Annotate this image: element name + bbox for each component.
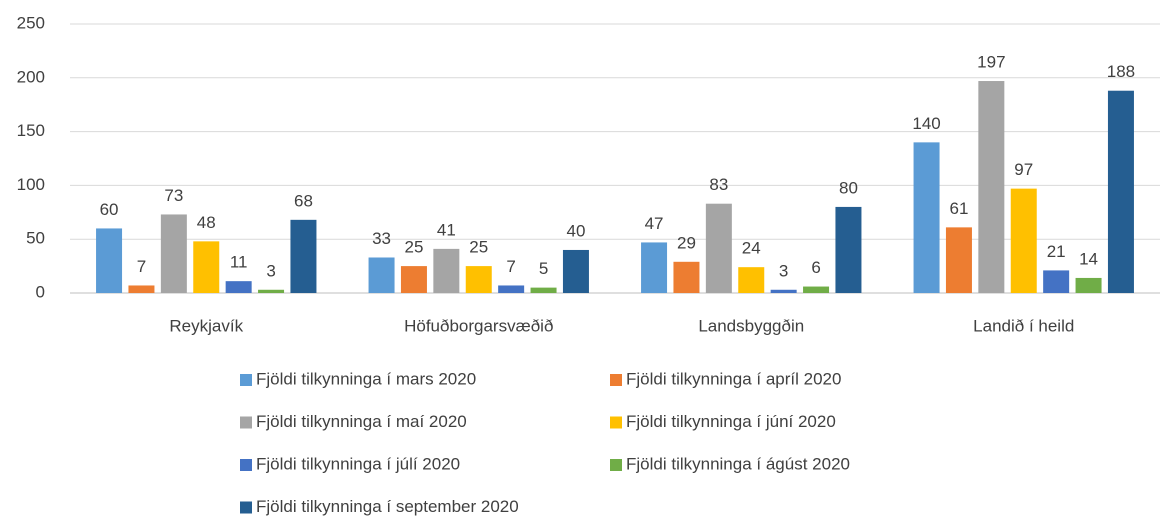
value-label: 197 xyxy=(977,53,1005,72)
legend-swatch xyxy=(240,501,252,514)
y-tick-label: 50 xyxy=(26,229,45,248)
legend-label: Fjöldi tilkynninga í mars 2020 xyxy=(256,369,476,388)
x-tick-label: Landsbyggðin xyxy=(698,316,804,335)
value-label: 3 xyxy=(779,261,788,280)
bar xyxy=(738,267,765,293)
legend-swatch xyxy=(610,416,622,429)
bar xyxy=(1043,270,1070,293)
value-label: 140 xyxy=(912,114,940,133)
bar xyxy=(913,142,940,293)
bar xyxy=(368,257,395,293)
value-label: 3 xyxy=(266,261,275,280)
bar xyxy=(290,219,317,293)
y-tick-label: 0 xyxy=(36,282,45,301)
bar xyxy=(978,81,1005,293)
value-label: 14 xyxy=(1079,249,1098,268)
bar xyxy=(1075,277,1102,293)
bar xyxy=(433,248,460,293)
legend-label: Fjöldi tilkynninga í september 2020 xyxy=(256,497,519,516)
x-tick-label: Höfuðborgarsvæðið xyxy=(404,316,553,335)
value-label: 29 xyxy=(677,233,696,252)
bar xyxy=(705,203,732,293)
legend-label: Fjöldi tilkynninga í júní 2020 xyxy=(626,412,836,431)
bar xyxy=(193,241,220,293)
value-label: 7 xyxy=(137,257,146,276)
bar xyxy=(770,289,797,293)
bar xyxy=(1010,188,1037,293)
value-label: 40 xyxy=(566,221,585,240)
bar xyxy=(160,214,187,293)
bar xyxy=(258,289,285,293)
bar xyxy=(1107,90,1134,293)
y-tick-label: 150 xyxy=(17,121,45,140)
value-label: 68 xyxy=(294,191,313,210)
legend-label: Fjöldi tilkynninga í maí 2020 xyxy=(256,412,467,431)
bar xyxy=(673,261,700,293)
value-label: 7 xyxy=(506,257,515,276)
y-tick-label: 200 xyxy=(17,67,45,86)
value-label: 83 xyxy=(709,175,728,194)
value-label: 41 xyxy=(437,220,456,239)
value-label: 11 xyxy=(230,253,248,272)
x-tick-label: Landið í heild xyxy=(973,316,1074,335)
bar xyxy=(835,206,862,293)
bar xyxy=(465,266,492,293)
legend-swatch xyxy=(610,459,622,471)
bar xyxy=(530,287,557,293)
value-label: 80 xyxy=(839,178,858,197)
bar xyxy=(128,285,155,293)
bar xyxy=(641,242,668,293)
legend-label: Fjöldi tilkynninga í júlí 2020 xyxy=(256,454,460,473)
value-label: 48 xyxy=(197,213,216,232)
y-tick-label: 250 xyxy=(17,13,45,32)
bar xyxy=(225,281,252,293)
x-tick-label: Reykjavík xyxy=(169,316,243,335)
value-label: 6 xyxy=(811,258,820,277)
legend-swatch xyxy=(610,374,622,386)
legend-swatch xyxy=(240,459,252,471)
legend-label: Fjöldi tilkynninga í ágúst 2020 xyxy=(626,454,850,473)
value-label: 33 xyxy=(372,229,391,248)
value-label: 25 xyxy=(404,238,423,257)
value-label: 188 xyxy=(1107,62,1135,81)
value-label: 25 xyxy=(469,238,488,257)
bar xyxy=(803,286,830,293)
bar xyxy=(498,285,525,293)
value-label: 47 xyxy=(645,214,664,233)
y-tick-label: 100 xyxy=(17,175,45,194)
value-label: 97 xyxy=(1014,160,1033,179)
bar xyxy=(400,266,427,293)
value-label: 21 xyxy=(1047,242,1066,261)
legend-swatch xyxy=(240,416,252,429)
legend-swatch xyxy=(240,374,252,386)
bar xyxy=(96,228,123,293)
value-label: 73 xyxy=(164,186,183,205)
legend-label: Fjöldi tilkynninga í apríl 2020 xyxy=(626,369,841,388)
bar xyxy=(562,249,589,293)
bar xyxy=(945,227,972,293)
value-label: 61 xyxy=(949,199,968,218)
value-label: 5 xyxy=(539,259,548,278)
value-label: 24 xyxy=(742,239,761,258)
value-label: 60 xyxy=(100,200,119,219)
